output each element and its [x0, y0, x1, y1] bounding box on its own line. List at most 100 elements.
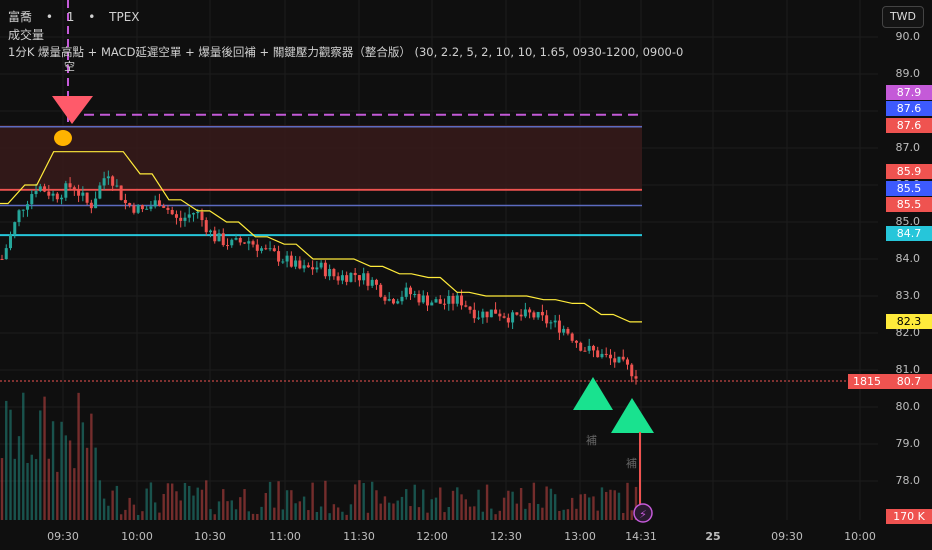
- price-badge: 87.9: [886, 85, 932, 100]
- candle-body: [234, 238, 238, 240]
- volume-bar: [132, 504, 136, 520]
- price-tick: 90.0: [895, 30, 921, 43]
- candle-body: [468, 306, 472, 310]
- volume-bar: [107, 505, 110, 520]
- candle-body: [255, 244, 259, 251]
- candle-body: [391, 299, 395, 304]
- volume-bar: [209, 509, 212, 520]
- candle-body: [47, 191, 51, 196]
- candle-body: [506, 317, 510, 323]
- volume-bar: [34, 459, 38, 520]
- candle-body: [72, 187, 76, 191]
- candle-body: [179, 217, 183, 221]
- volume-bar: [119, 514, 123, 520]
- candle-body: [281, 261, 285, 263]
- candle-body: [625, 359, 629, 365]
- candle-body: [472, 309, 476, 319]
- volume-bar: [405, 489, 408, 520]
- candle-body: [413, 294, 417, 296]
- candle-body: [302, 265, 306, 269]
- volume-bar: [417, 507, 421, 520]
- candle-body: [557, 320, 561, 333]
- candle-body: [128, 203, 132, 206]
- candle-body: [4, 248, 8, 260]
- candle-body: [102, 178, 106, 186]
- candle-body: [591, 345, 595, 351]
- indicator-label[interactable]: 1分K 爆量高點 + MACD延遲空單 + 爆量後回補 + 關鍵壓力觀察器（整合…: [8, 45, 684, 59]
- candle-body: [515, 312, 519, 315]
- volume-bar: [341, 511, 344, 520]
- candle-body: [319, 262, 323, 268]
- volume-bar: [570, 497, 574, 520]
- volume-bar: [426, 512, 429, 520]
- candle-body: [332, 269, 336, 277]
- volume-bar: [251, 513, 255, 520]
- volume-bar: [200, 489, 204, 520]
- candle-body: [536, 311, 540, 318]
- candlesticks: [0, 170, 638, 385]
- candle-body: [540, 311, 544, 316]
- price-tick: 83.0: [895, 289, 921, 302]
- candle-body: [383, 296, 387, 301]
- time-tick: 11:30: [343, 530, 375, 543]
- volume-bar: [630, 510, 633, 520]
- volume-bar: [47, 458, 51, 520]
- time-tick: 10:30: [194, 530, 226, 543]
- volume-bar: [545, 486, 548, 520]
- candle-body: [596, 350, 600, 358]
- time-tick: 14:31: [625, 530, 657, 543]
- candle-body: [187, 214, 191, 218]
- interval[interactable]: 1: [66, 10, 75, 24]
- candle-body: [238, 238, 242, 243]
- price-badge: 82.3: [886, 314, 932, 329]
- candle-body: [272, 248, 276, 252]
- candle-body: [387, 299, 391, 301]
- candle-body: [298, 260, 302, 269]
- candle-body: [323, 262, 327, 277]
- candle-body: [600, 353, 604, 358]
- volume-bar: [558, 510, 561, 520]
- candle-body: [489, 309, 493, 318]
- volume-bar: [273, 507, 276, 520]
- volume-bar: [141, 511, 144, 520]
- volume-bar: [409, 506, 412, 520]
- candle-body: [204, 220, 208, 233]
- level-lines: [0, 113, 642, 237]
- volume-bar: [536, 503, 540, 520]
- volume-bar: [85, 447, 89, 520]
- candle-body: [81, 192, 85, 196]
- price-tick: 79.0: [895, 437, 921, 450]
- currency-button[interactable]: TWD: [882, 6, 924, 28]
- candle-body: [519, 314, 523, 317]
- volume-bar: [605, 491, 608, 520]
- volume-bars: [0, 392, 638, 520]
- candle-body: [426, 295, 430, 306]
- candle-body: [17, 210, 21, 223]
- resistance-zone: [0, 125, 642, 188]
- volume-bar: [39, 410, 42, 520]
- candle-body: [55, 193, 59, 200]
- volume-bar: [268, 481, 272, 520]
- volume-bar: [434, 497, 438, 520]
- volume-bar: [468, 506, 472, 520]
- volume-bar: [226, 501, 229, 520]
- time-tick: 12:00: [416, 530, 448, 543]
- candle-body: [396, 301, 400, 304]
- price-tick: 89.0: [895, 67, 921, 80]
- volume-bar: [128, 497, 131, 520]
- candle-body: [30, 194, 34, 205]
- candle-body: [311, 267, 315, 270]
- candle-body: [604, 353, 608, 355]
- symbol[interactable]: 富喬: [8, 10, 33, 24]
- candle-body: [43, 186, 47, 192]
- candle-body: [115, 185, 119, 187]
- volume-bar: [430, 499, 433, 520]
- volume-bar: [183, 482, 187, 520]
- volume-count-badge: 1815: [848, 374, 886, 389]
- price-tick: 87.0: [895, 141, 921, 154]
- sell-signal-dot: [54, 130, 72, 146]
- price-tick: 80.0: [895, 400, 921, 413]
- volume-label[interactable]: 成交量: [8, 28, 45, 42]
- candle-body: [400, 296, 404, 302]
